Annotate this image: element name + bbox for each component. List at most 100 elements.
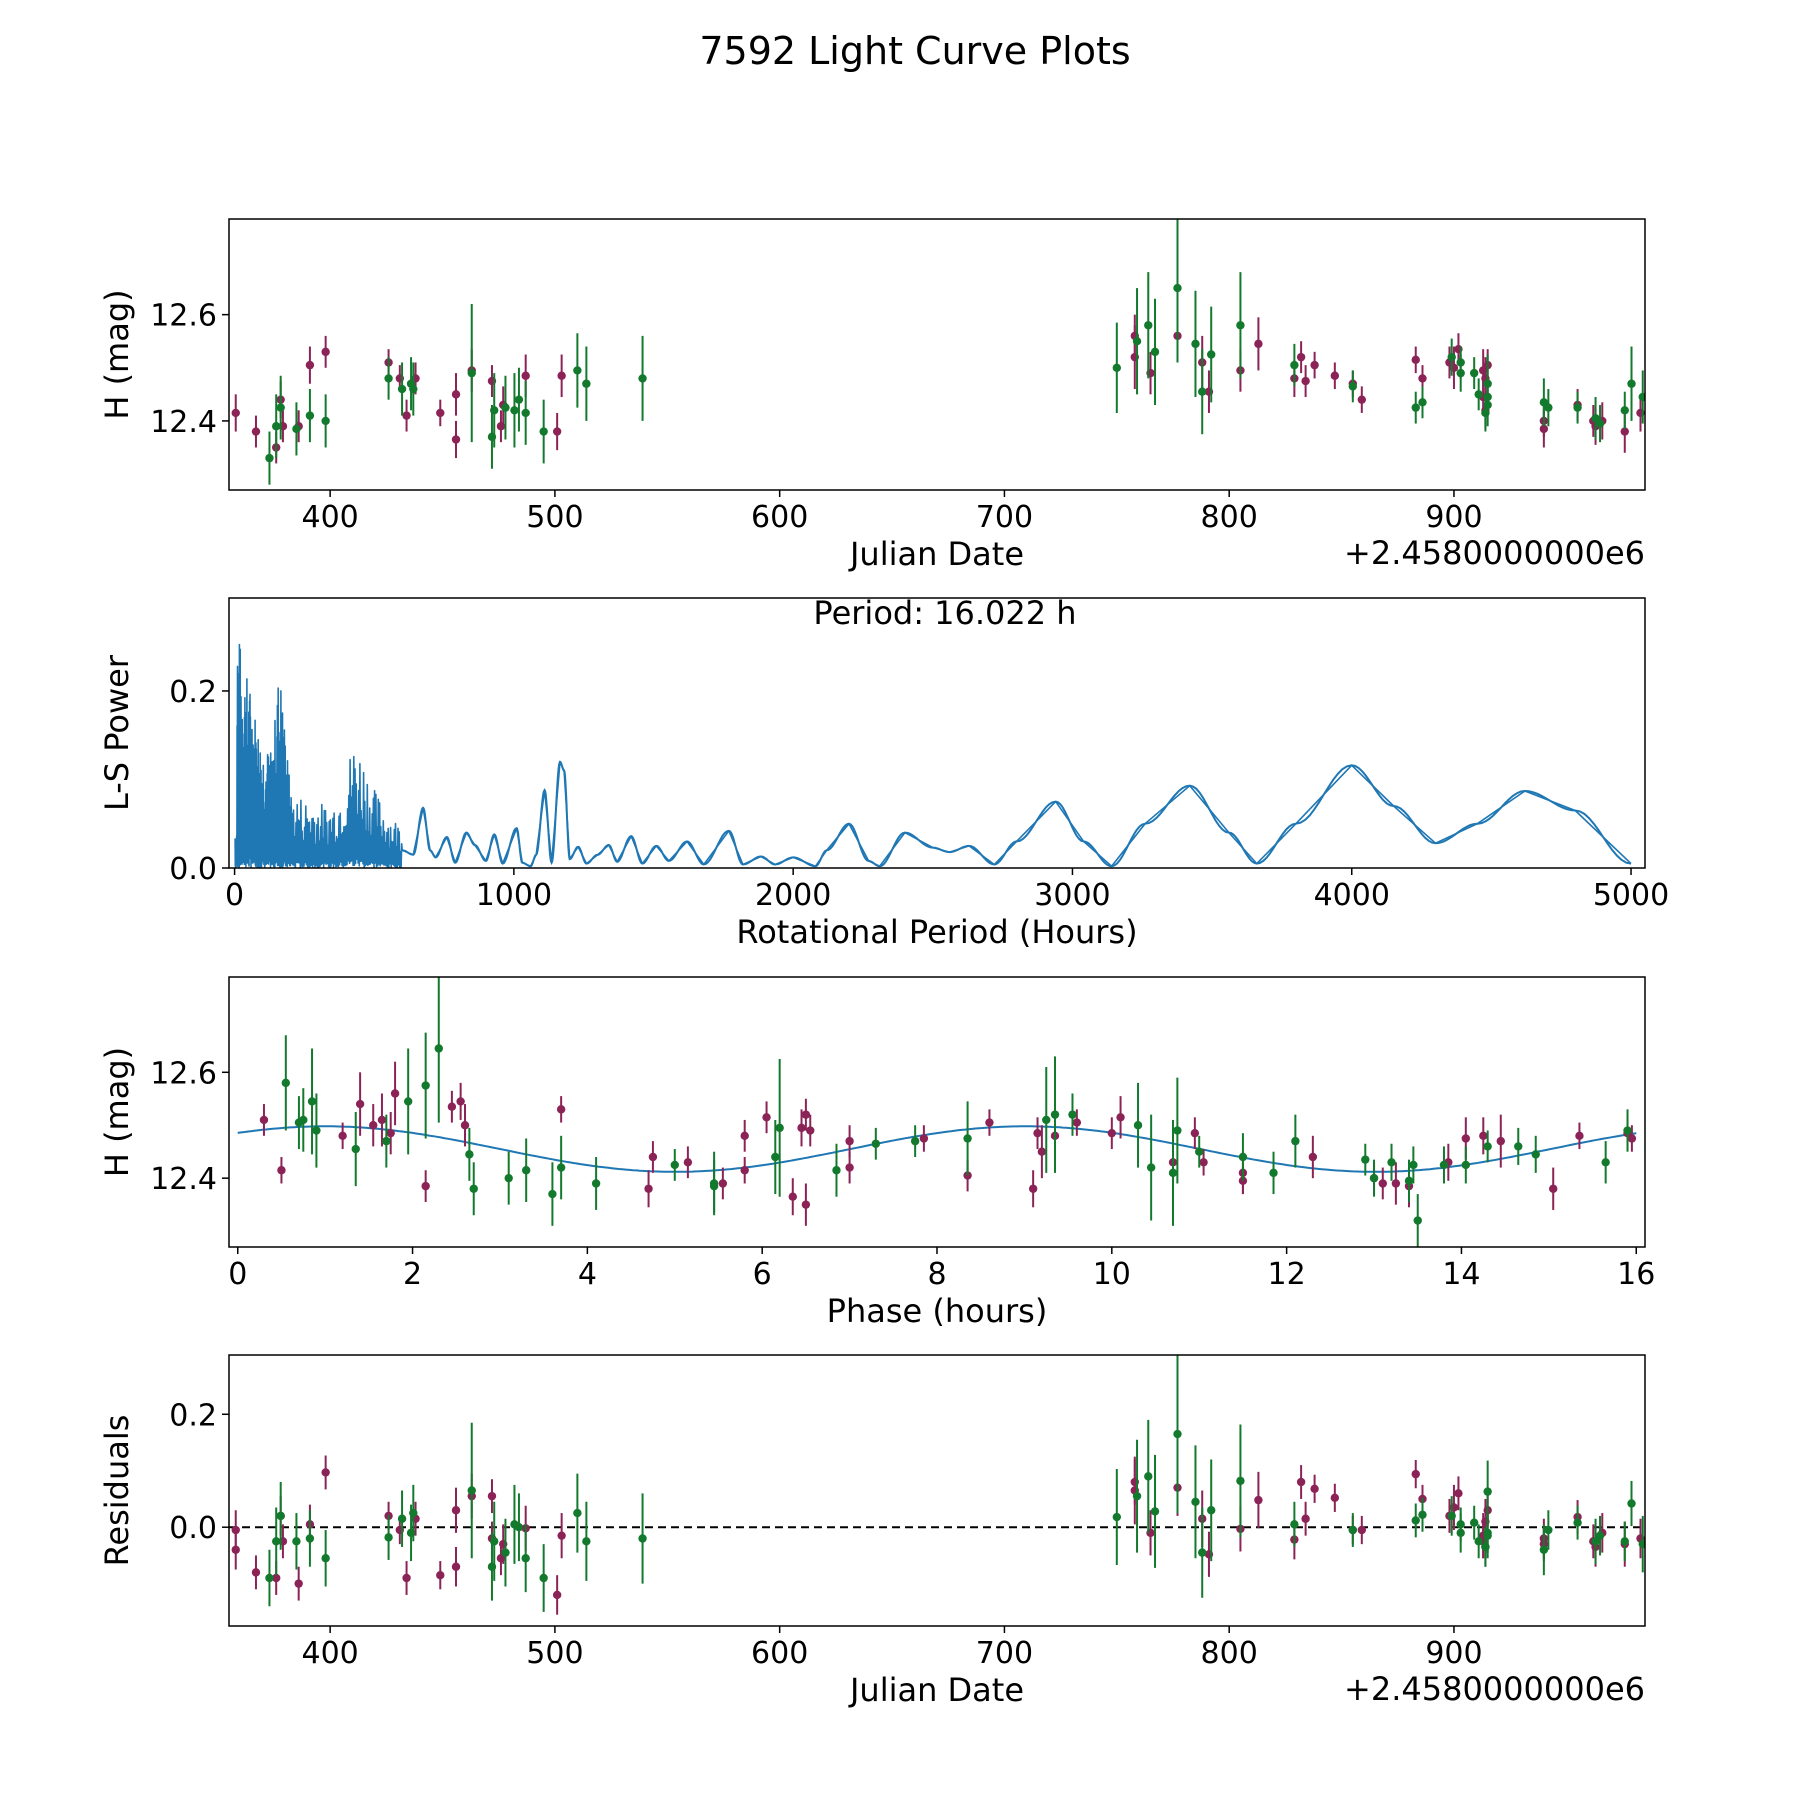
residuals-green-point [1483, 1487, 1492, 1496]
residuals-green-point [521, 1554, 530, 1563]
periodogram-xtick-label: 1000 [476, 878, 552, 913]
lightcurve-green-point [305, 411, 315, 420]
phased-green-point [1409, 1160, 1418, 1170]
phased-purple-point [1107, 1128, 1117, 1138]
lightcurve-frame [228, 218, 1646, 491]
residuals-green-point [384, 1533, 393, 1542]
phased-green-point [382, 1136, 391, 1146]
residuals-green-point [1539, 1545, 1549, 1554]
phased-green-point [281, 1078, 291, 1088]
phased-purple-point [1575, 1131, 1584, 1141]
residuals-green-point [539, 1573, 548, 1583]
residuals-green-point [582, 1537, 591, 1546]
lightcurve-green-point [1573, 403, 1582, 412]
lightcurve-purple-point [451, 390, 461, 399]
residuals-green-point [292, 1537, 301, 1546]
residuals-xtick-label: 900 [1425, 1636, 1482, 1671]
residuals-green-point [1150, 1507, 1160, 1516]
lightcurve-green-point [1144, 321, 1153, 330]
residuals-green-point [1456, 1528, 1465, 1538]
lightcurve-ytick-label: 12.6 [150, 299, 217, 334]
lightcurve-purple-point [1296, 352, 1306, 362]
residuals-green-point [1198, 1548, 1207, 1557]
residuals-purple-point [1310, 1484, 1319, 1494]
residuals-purple-point [1301, 1514, 1310, 1523]
lightcurve-green-point [1638, 392, 1645, 402]
residuals-purple-point [251, 1568, 261, 1577]
residuals-purple-point [1254, 1495, 1263, 1505]
residuals-green-point [1544, 1525, 1553, 1535]
phased-frame [228, 976, 1646, 1248]
lightcurve-green-point [1236, 321, 1245, 330]
phased-green-point [1369, 1173, 1379, 1183]
phased-green-point [548, 1189, 557, 1199]
phased-purple-point [1479, 1131, 1488, 1141]
phased-green-point [591, 1179, 601, 1188]
lightcurve-green-point [272, 422, 281, 431]
phased-purple-point [1028, 1184, 1038, 1193]
phased-purple-point [377, 1115, 387, 1125]
phased-ytick-label: 12.4 [150, 1162, 217, 1197]
periodogram-y-axis-label: L-S Power [98, 654, 136, 811]
periodogram-smooth-line [402, 760, 1632, 868]
phased-x-axis-label: Phase (hours) [827, 1292, 1048, 1330]
lightcurve-green-point [582, 379, 591, 388]
residuals-ytick-label: 0.2 [169, 1398, 217, 1433]
phased-green-point [1133, 1121, 1143, 1130]
phased-green-point [1291, 1136, 1300, 1146]
residuals-xtick-label: 600 [751, 1636, 808, 1671]
phased-purple-point [806, 1126, 815, 1135]
phased-green-point [709, 1179, 719, 1188]
phased-purple-point [369, 1121, 378, 1130]
lightcurve-purple-point [521, 371, 530, 380]
phased-green-point [421, 1081, 430, 1090]
lightcurve-green-point [1132, 337, 1142, 346]
lightcurve-green-point [1447, 352, 1456, 362]
lightcurve-green-point [1469, 368, 1479, 378]
lightcurve-purple-point [1357, 395, 1367, 404]
phased-xtick-label: 2 [403, 1257, 422, 1292]
lightcurve-ytick-label: 12.4 [150, 405, 217, 440]
residuals-green-point [1207, 1506, 1216, 1515]
lightcurve-green-point [1595, 419, 1605, 428]
residuals-green-point [321, 1554, 330, 1563]
lightcurve-green-point [1544, 403, 1553, 412]
phased-purple-point [845, 1163, 854, 1172]
phased-purple-point [919, 1134, 929, 1143]
phased-green-point [521, 1166, 531, 1175]
phased-purple-point [718, 1179, 728, 1188]
panel-residuals: 400 500 600 700 800 900 0.0 0.2 Julian Date Resid… [98, 1354, 1646, 1709]
lightcurve-xtick-label: 800 [1201, 500, 1258, 535]
residuals-green-point [1173, 1429, 1182, 1439]
phased-purple-point [788, 1192, 797, 1201]
residuals-purple-point [231, 1545, 240, 1554]
lightcurve-green-point [521, 408, 530, 418]
lightcurve-green-point [1173, 283, 1182, 293]
phased-green-point [504, 1173, 513, 1183]
lightcurve-purple-point [1330, 371, 1340, 380]
lightcurve-purple-point [402, 411, 411, 420]
lightcurve-green-point [276, 403, 285, 412]
phased-green-point [299, 1115, 308, 1125]
phased-green-point [312, 1126, 321, 1135]
phased-purple-point [762, 1113, 771, 1122]
phased-purple-point [1461, 1134, 1471, 1143]
lightcurve-green-point [514, 395, 524, 404]
residuals-green-point [1469, 1518, 1479, 1527]
phased-purple-point [277, 1166, 286, 1175]
residuals-green-point [1595, 1531, 1605, 1540]
residuals-purple-point [552, 1590, 562, 1600]
panel-periodogram: 0 1000 2000 3000 4000 5000 0.0 0.2 Rotational Pe… [98, 594, 1669, 951]
lightcurve-green-point [1150, 347, 1160, 357]
phased-purple-point [556, 1105, 566, 1114]
residuals-green-point [1411, 1516, 1420, 1525]
lightcurve-green-point [1474, 390, 1483, 399]
period-annotation: Period: 16.022 h [813, 594, 1076, 632]
phased-green-point [1042, 1115, 1051, 1125]
residuals-green-point [1573, 1518, 1582, 1527]
residuals-green-point [1447, 1511, 1456, 1521]
phased-green-point [434, 1044, 443, 1053]
phased-xtick-label: 10 [1093, 1257, 1131, 1292]
lightcurve-green-point [1112, 363, 1122, 372]
residuals-purple-point [451, 1506, 461, 1515]
